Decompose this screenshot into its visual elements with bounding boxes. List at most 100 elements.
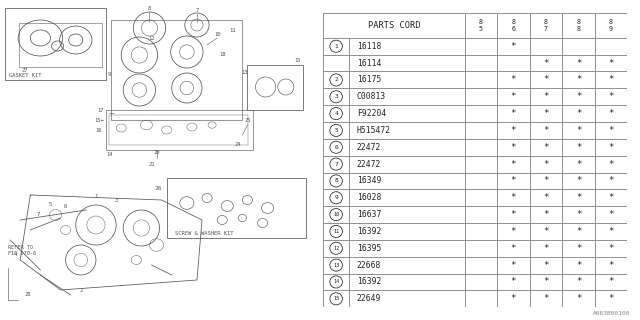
Bar	[323, 240, 349, 257]
Bar	[323, 13, 465, 38]
Bar	[562, 55, 595, 71]
Bar	[323, 257, 349, 274]
Text: 13: 13	[333, 263, 339, 268]
Bar	[595, 223, 627, 240]
Bar	[349, 105, 465, 122]
Bar	[323, 290, 349, 307]
Bar	[323, 38, 349, 55]
Bar	[106, 110, 253, 150]
Text: 10: 10	[333, 212, 339, 217]
Text: 12: 12	[148, 36, 155, 41]
Bar	[323, 172, 349, 189]
Bar	[465, 71, 497, 88]
Bar	[562, 274, 595, 290]
Bar	[530, 13, 562, 38]
Bar	[465, 156, 497, 172]
Bar	[595, 38, 627, 55]
Bar	[595, 122, 627, 139]
Bar	[497, 257, 530, 274]
Text: 25: 25	[244, 117, 251, 123]
Bar	[595, 156, 627, 172]
Bar	[562, 139, 595, 156]
Bar	[349, 257, 465, 274]
Bar	[465, 274, 497, 290]
Text: 24: 24	[234, 142, 241, 148]
Text: 17: 17	[98, 108, 104, 113]
Text: 16118: 16118	[356, 42, 381, 51]
Text: 18: 18	[219, 52, 225, 58]
Bar	[349, 71, 465, 88]
Text: *: *	[608, 277, 614, 286]
Text: *: *	[608, 244, 614, 253]
Bar	[595, 274, 627, 290]
Bar	[530, 139, 562, 156]
Bar	[109, 115, 248, 145]
Text: *: *	[576, 109, 581, 118]
Text: *: *	[543, 143, 548, 152]
Text: *: *	[576, 126, 581, 135]
Bar	[530, 223, 562, 240]
Bar	[530, 88, 562, 105]
Bar	[349, 172, 465, 189]
Text: 22472: 22472	[356, 143, 381, 152]
Bar	[530, 172, 562, 189]
Bar	[595, 139, 627, 156]
Bar	[497, 156, 530, 172]
Text: *: *	[543, 260, 548, 270]
Text: 12: 12	[333, 246, 339, 251]
Bar	[349, 88, 465, 105]
Bar	[465, 290, 497, 307]
Text: 14: 14	[106, 153, 113, 157]
Bar	[497, 274, 530, 290]
Text: *: *	[576, 227, 581, 236]
Bar	[19, 23, 102, 67]
Text: *: *	[608, 193, 614, 202]
Text: *: *	[576, 176, 581, 185]
Bar	[562, 71, 595, 88]
Text: 11: 11	[333, 229, 339, 234]
Text: 6: 6	[334, 145, 338, 150]
Bar	[349, 290, 465, 307]
Bar	[497, 290, 530, 307]
Text: 14: 14	[333, 279, 339, 284]
Text: *: *	[608, 227, 614, 236]
Text: *: *	[543, 109, 548, 118]
Text: *: *	[511, 76, 516, 84]
Bar	[497, 105, 530, 122]
Text: 8
6: 8 6	[511, 19, 515, 32]
Text: 7: 7	[36, 212, 40, 218]
Bar	[349, 156, 465, 172]
Bar	[497, 240, 530, 257]
Text: 15: 15	[294, 59, 301, 63]
Bar	[349, 206, 465, 223]
Text: *: *	[511, 143, 516, 152]
Bar	[248, 65, 303, 110]
Bar	[349, 274, 465, 290]
Bar	[530, 189, 562, 206]
Bar	[595, 172, 627, 189]
Text: *: *	[576, 277, 581, 286]
Text: GASKET KIT: GASKET KIT	[9, 73, 42, 78]
Bar	[530, 71, 562, 88]
Text: 7: 7	[195, 7, 198, 12]
Text: *: *	[543, 160, 548, 169]
Text: *: *	[511, 160, 516, 169]
Text: 8: 8	[334, 179, 338, 183]
Bar	[465, 189, 497, 206]
Bar	[111, 20, 243, 120]
Bar	[562, 156, 595, 172]
Bar	[530, 55, 562, 71]
Text: *: *	[543, 76, 548, 84]
Bar	[349, 55, 465, 71]
Bar	[530, 274, 562, 290]
Bar	[323, 71, 349, 88]
Text: *: *	[543, 59, 548, 68]
Bar	[562, 206, 595, 223]
Text: 2: 2	[334, 77, 338, 83]
Text: *: *	[576, 260, 581, 270]
Text: 21: 21	[148, 163, 155, 167]
Bar	[349, 139, 465, 156]
Bar	[530, 156, 562, 172]
Bar	[595, 290, 627, 307]
Text: *: *	[576, 244, 581, 253]
